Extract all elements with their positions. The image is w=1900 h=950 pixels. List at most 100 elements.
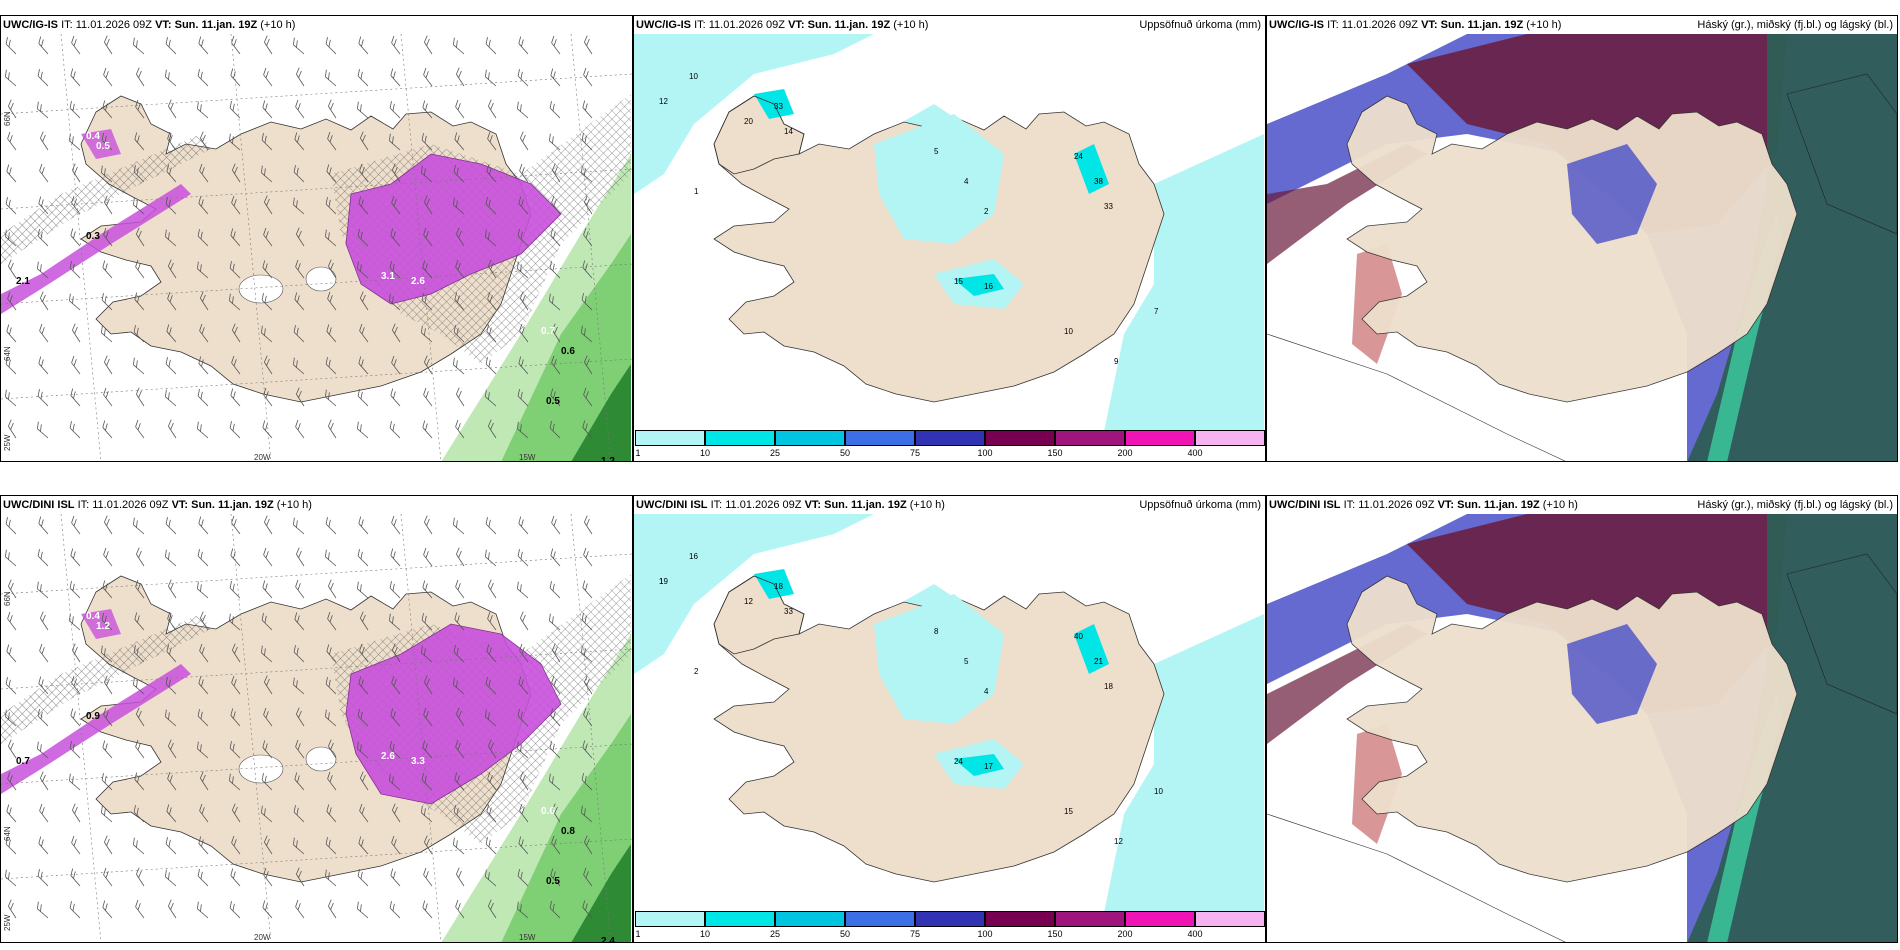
colorbar-tick-label: 400 [1187, 448, 1203, 458]
wind-barb [584, 835, 593, 855]
wind-barb [325, 549, 337, 567]
wind-barb [199, 323, 209, 343]
precip-value: 24 [1074, 152, 1083, 161]
wind-barb [168, 419, 177, 439]
wind-barb [456, 67, 465, 87]
precip-value: 33 [1104, 202, 1113, 211]
wind-barb [70, 228, 81, 247]
wind-barb [456, 867, 465, 887]
wind-barb [8, 899, 17, 919]
wind-barb [296, 547, 305, 567]
wind-barb [549, 420, 561, 439]
colorbar-swatch [705, 911, 775, 927]
wind-barb [328, 419, 337, 439]
wind-barb [293, 804, 305, 823]
wind-barb [38, 36, 49, 55]
wind-barb [104, 195, 113, 215]
wind-barb [517, 708, 529, 727]
wind-barb [389, 740, 401, 759]
wind-barb [423, 227, 433, 247]
precip-value: 4 [964, 177, 969, 186]
precip-value: 20 [744, 117, 753, 126]
colorbar-swatch [1055, 911, 1125, 927]
wind-barb [583, 707, 593, 727]
precip-value: 12 [659, 97, 668, 106]
wind-barb [488, 419, 497, 439]
panel-title: Uppsöfnuð úrkoma (mm) [1139, 19, 1261, 31]
value-label: 3.3 [411, 756, 425, 767]
wind-barb [583, 387, 593, 407]
colorbar-swatch [635, 911, 705, 927]
wind-barb [197, 261, 209, 279]
snow-band-west [1, 184, 191, 314]
wind-barb [486, 324, 497, 343]
wind-barb [199, 163, 209, 183]
value-label: 0.8 [561, 826, 575, 837]
snow-band-west [1, 664, 191, 794]
greenland-outline [1786, 553, 1897, 715]
wind-barb [581, 325, 593, 343]
wind-barb [325, 869, 337, 887]
westfjords-outline [713, 95, 805, 175]
wind-barb [518, 516, 529, 535]
panel-wind-precip-dini: UWC/DINI ISL IT: 11.01.2026 09Z VT: Sun.… [0, 495, 633, 943]
value-label: 0.6 [561, 346, 575, 357]
wind-barb [389, 900, 401, 919]
wind-barb [230, 868, 241, 887]
wind-barb [583, 867, 593, 887]
wind-barb [39, 323, 49, 343]
wind-barb [357, 901, 369, 919]
value-label: 0.4 [86, 131, 100, 142]
wind-barb [262, 420, 273, 439]
colorbar-tick-label: 400 [1187, 929, 1203, 939]
precip-value: 40 [1074, 632, 1083, 641]
wind-barb [424, 835, 433, 855]
wind-barb [389, 260, 401, 279]
map-clouds [1267, 514, 1897, 942]
wind-barb [69, 740, 81, 759]
wind-barb [229, 260, 241, 279]
wind-barb [294, 612, 305, 631]
wind-barb [5, 676, 17, 695]
value-label: 0.5 [546, 396, 560, 407]
wind-barb [485, 229, 497, 247]
wind-barb [37, 388, 49, 407]
wind-barb [517, 68, 529, 87]
precip-value: 16 [984, 282, 993, 291]
wind-barb [389, 613, 401, 631]
colorbar-tick-label: 150 [1047, 448, 1063, 458]
wind-barb [103, 227, 113, 247]
wind-barb [359, 803, 369, 823]
wind-barb [453, 644, 465, 663]
graticule-line [1267, 333, 1566, 461]
wind-barb [229, 613, 241, 631]
wind-barb [358, 36, 369, 55]
wind-barb [69, 773, 81, 791]
wind-barb [358, 356, 369, 375]
wind-barb [485, 836, 497, 855]
wind-barb [327, 611, 337, 631]
wind-barb [296, 387, 305, 407]
wind-barb [72, 803, 81, 823]
wind-barb [38, 196, 49, 215]
wind-barb [423, 387, 433, 407]
wind-barb [200, 131, 209, 151]
iceland-land [713, 575, 1165, 883]
wind-barb [453, 357, 465, 375]
rain-area-medium [501, 234, 631, 461]
wind-barb [5, 836, 17, 855]
wind-barb [295, 579, 305, 599]
wind-barb [39, 643, 49, 663]
panel-title: Háský (gr.), miðský (fj.bl.) og lágský (… [1697, 19, 1893, 31]
wind-barb [454, 292, 465, 311]
precip-value: 8 [934, 627, 939, 636]
wind-barb [517, 741, 529, 759]
wind-barb [6, 164, 17, 183]
wind-barb [264, 355, 273, 375]
wind-barb [263, 547, 273, 567]
wind-barb [485, 36, 497, 55]
wind-barb [101, 292, 113, 311]
wind-barb [101, 612, 113, 631]
wind-barb [390, 68, 401, 87]
panel-clouds-igis: UWC/IG-IS IT: 11.01.2026 09Z VT: Sun. 11… [1266, 15, 1898, 462]
